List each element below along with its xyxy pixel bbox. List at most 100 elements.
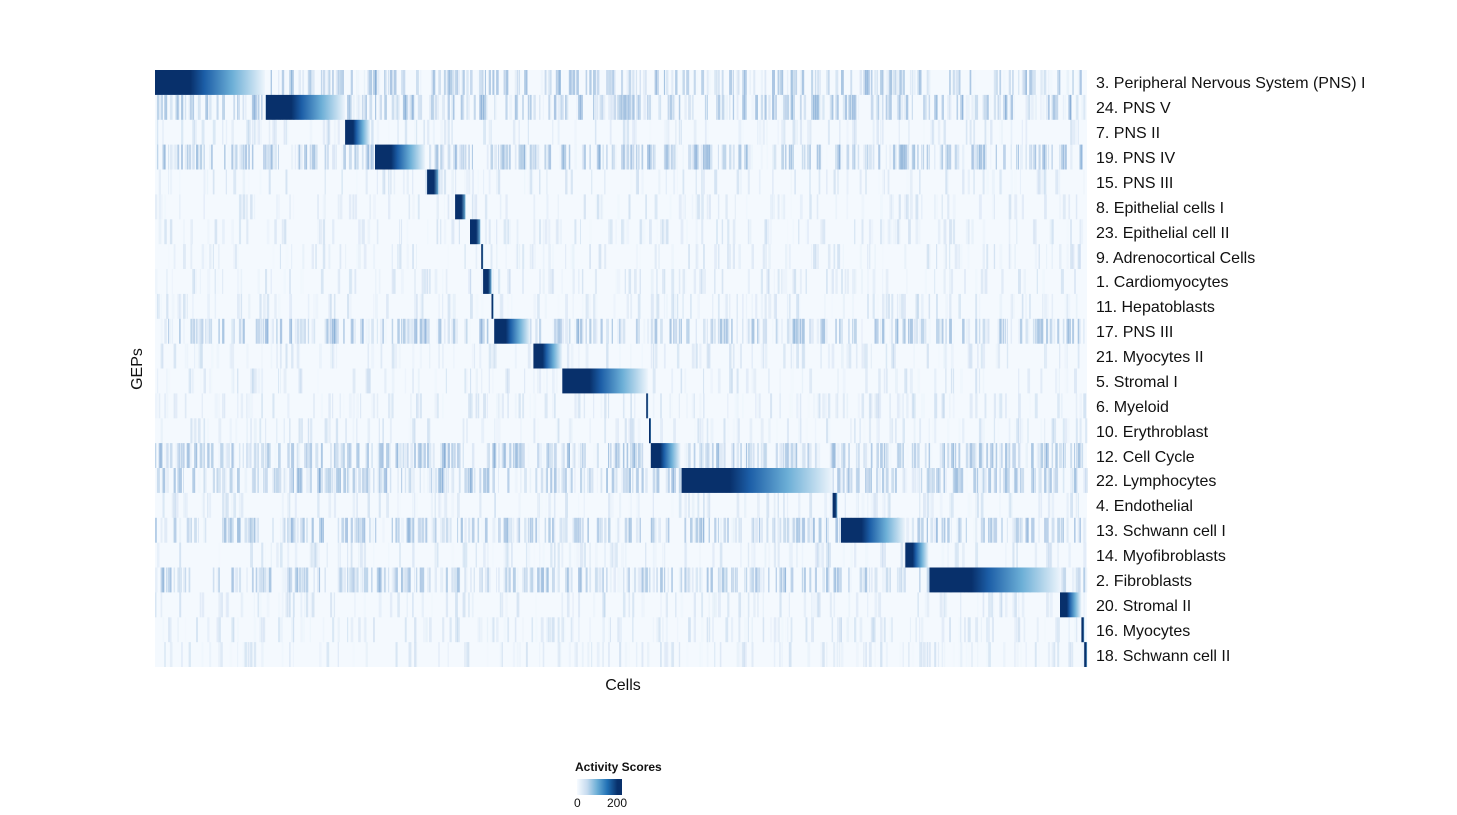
heatmap-cell-stripe bbox=[205, 318, 207, 344]
heatmap-cell-stripe bbox=[675, 145, 678, 170]
heatmap-cell-stripe bbox=[637, 443, 640, 468]
heatmap-cell-stripe bbox=[1075, 567, 1078, 593]
heatmap-cell-stripe bbox=[667, 567, 669, 593]
heatmap-cell-stripe bbox=[822, 393, 825, 419]
heatmap-cell-stripe bbox=[546, 368, 548, 394]
heatmap-cell-stripe bbox=[967, 343, 971, 369]
heatmap-cell-stripe bbox=[926, 70, 929, 95]
heatmap-cell-stripe bbox=[675, 70, 678, 95]
heatmap-cell-stripe bbox=[691, 343, 695, 369]
heatmap-cell-stripe bbox=[829, 94, 832, 120]
heatmap-cell-stripe bbox=[333, 443, 336, 468]
heatmap-cell-stripe bbox=[447, 293, 451, 319]
heatmap-cell-stripe bbox=[943, 443, 945, 468]
heatmap-cell-stripe bbox=[371, 70, 373, 95]
heatmap-cell-stripe bbox=[1005, 443, 1008, 468]
heatmap-cell-stripe bbox=[984, 468, 987, 493]
heatmap-cell-stripe bbox=[427, 219, 428, 244]
heatmap-cell-stripe bbox=[876, 418, 878, 444]
heatmap-cell-stripe bbox=[1046, 294, 1049, 319]
heatmap-cell-stripe bbox=[192, 318, 195, 344]
heatmap-cell-stripe bbox=[283, 368, 287, 394]
heatmap-cell-stripe bbox=[224, 393, 226, 419]
heatmap-cell-stripe bbox=[442, 568, 444, 593]
heatmap-cell-stripe bbox=[518, 393, 521, 419]
heatmap-cell-stripe bbox=[270, 542, 272, 568]
heatmap-cell-stripe bbox=[785, 443, 788, 468]
heatmap-cell-stripe bbox=[458, 567, 461, 593]
heatmap-cell-stripe bbox=[358, 443, 360, 468]
heatmap-cell-stripe bbox=[766, 517, 769, 543]
heatmap-cell-stripe bbox=[1012, 542, 1015, 568]
heatmap-cell-stripe bbox=[505, 542, 509, 568]
heatmap-cell-stripe bbox=[498, 269, 501, 294]
heatmap-cell-stripe bbox=[643, 219, 645, 244]
heatmap-cell-stripe bbox=[732, 244, 735, 269]
heatmap-active-block bbox=[455, 194, 466, 220]
heatmap-cell-stripe bbox=[938, 344, 940, 369]
heatmap-cell-stripe bbox=[568, 144, 571, 170]
heatmap-cell-stripe bbox=[550, 617, 552, 643]
heatmap-cell-stripe bbox=[609, 94, 613, 120]
heatmap-cell-stripe bbox=[949, 393, 951, 419]
heatmap-cell-stripe bbox=[1025, 293, 1027, 319]
heatmap-cell-stripe bbox=[375, 517, 377, 543]
heatmap-cell-stripe bbox=[917, 369, 920, 394]
heatmap-cell-stripe bbox=[736, 567, 738, 593]
heatmap-cell-stripe bbox=[460, 517, 463, 543]
heatmap-cell-stripe bbox=[934, 94, 937, 120]
heatmap-cell-stripe bbox=[870, 219, 874, 245]
heatmap-cell-stripe bbox=[926, 343, 929, 369]
heatmap-cell-stripe bbox=[662, 542, 664, 568]
heatmap-cell-stripe bbox=[872, 293, 875, 319]
heatmap-cell-stripe bbox=[1070, 468, 1073, 493]
heatmap-cell-stripe bbox=[1040, 443, 1043, 468]
heatmap-cell-stripe bbox=[913, 468, 916, 493]
heatmap-cell-stripe bbox=[179, 443, 183, 468]
heatmap-cell-stripe bbox=[820, 318, 823, 344]
heatmap-cell-stripe bbox=[798, 318, 801, 344]
heatmap-cell-stripe bbox=[732, 343, 735, 369]
heatmap-cell-stripe bbox=[347, 542, 349, 568]
heatmap-cell-stripe bbox=[1070, 244, 1073, 269]
heatmap-cell-stripe bbox=[977, 70, 978, 95]
heatmap-cell-stripe bbox=[781, 144, 785, 170]
heatmap-cell-stripe bbox=[483, 119, 486, 145]
heatmap-cell-stripe bbox=[861, 269, 863, 294]
heatmap-cell-stripe bbox=[550, 493, 552, 518]
heatmap-active-block bbox=[562, 368, 648, 394]
heatmap-cell-stripe bbox=[1072, 642, 1074, 667]
heatmap-cell-stripe bbox=[625, 642, 628, 667]
heatmap-cell-stripe bbox=[850, 543, 853, 568]
heatmap-cell-stripe bbox=[632, 418, 635, 444]
heatmap-cell-stripe bbox=[1008, 219, 1011, 245]
heatmap-cell-stripe bbox=[837, 642, 839, 667]
heatmap-cell-stripe bbox=[791, 393, 793, 418]
heatmap-cell-stripe bbox=[875, 642, 876, 667]
heatmap-cell-stripe bbox=[638, 418, 641, 443]
heatmap-cell-stripe bbox=[891, 194, 894, 220]
heatmap-cell-stripe bbox=[839, 517, 841, 543]
heatmap-cell-stripe bbox=[999, 393, 1003, 419]
heatmap-cell-stripe bbox=[568, 567, 571, 593]
heatmap-cell-stripe bbox=[348, 269, 352, 294]
heatmap-cell-stripe bbox=[706, 318, 708, 344]
heatmap-cell-stripe bbox=[319, 219, 322, 245]
heatmap-cell-stripe bbox=[432, 70, 436, 95]
heatmap-cell-stripe bbox=[352, 492, 356, 518]
heatmap-cell-stripe bbox=[373, 244, 376, 269]
heatmap-cell-stripe bbox=[824, 293, 826, 319]
heatmap-cell-stripe bbox=[911, 517, 915, 543]
heatmap-cell-stripe bbox=[514, 94, 517, 120]
heatmap-cell-stripe bbox=[880, 542, 883, 568]
heatmap-cell-stripe bbox=[1049, 468, 1052, 493]
heatmap-cell-stripe bbox=[291, 244, 293, 269]
heatmap-cell-stripe bbox=[697, 492, 700, 518]
heatmap-cell-stripe bbox=[478, 170, 480, 195]
heatmap-cell-stripe bbox=[356, 567, 359, 593]
heatmap-cell-stripe bbox=[725, 293, 728, 319]
heatmap-cell-stripe bbox=[874, 70, 876, 95]
heatmap-cell-stripe bbox=[492, 269, 494, 294]
heatmap-cell-stripe bbox=[565, 293, 568, 319]
heatmap-cell-stripe bbox=[352, 393, 356, 419]
